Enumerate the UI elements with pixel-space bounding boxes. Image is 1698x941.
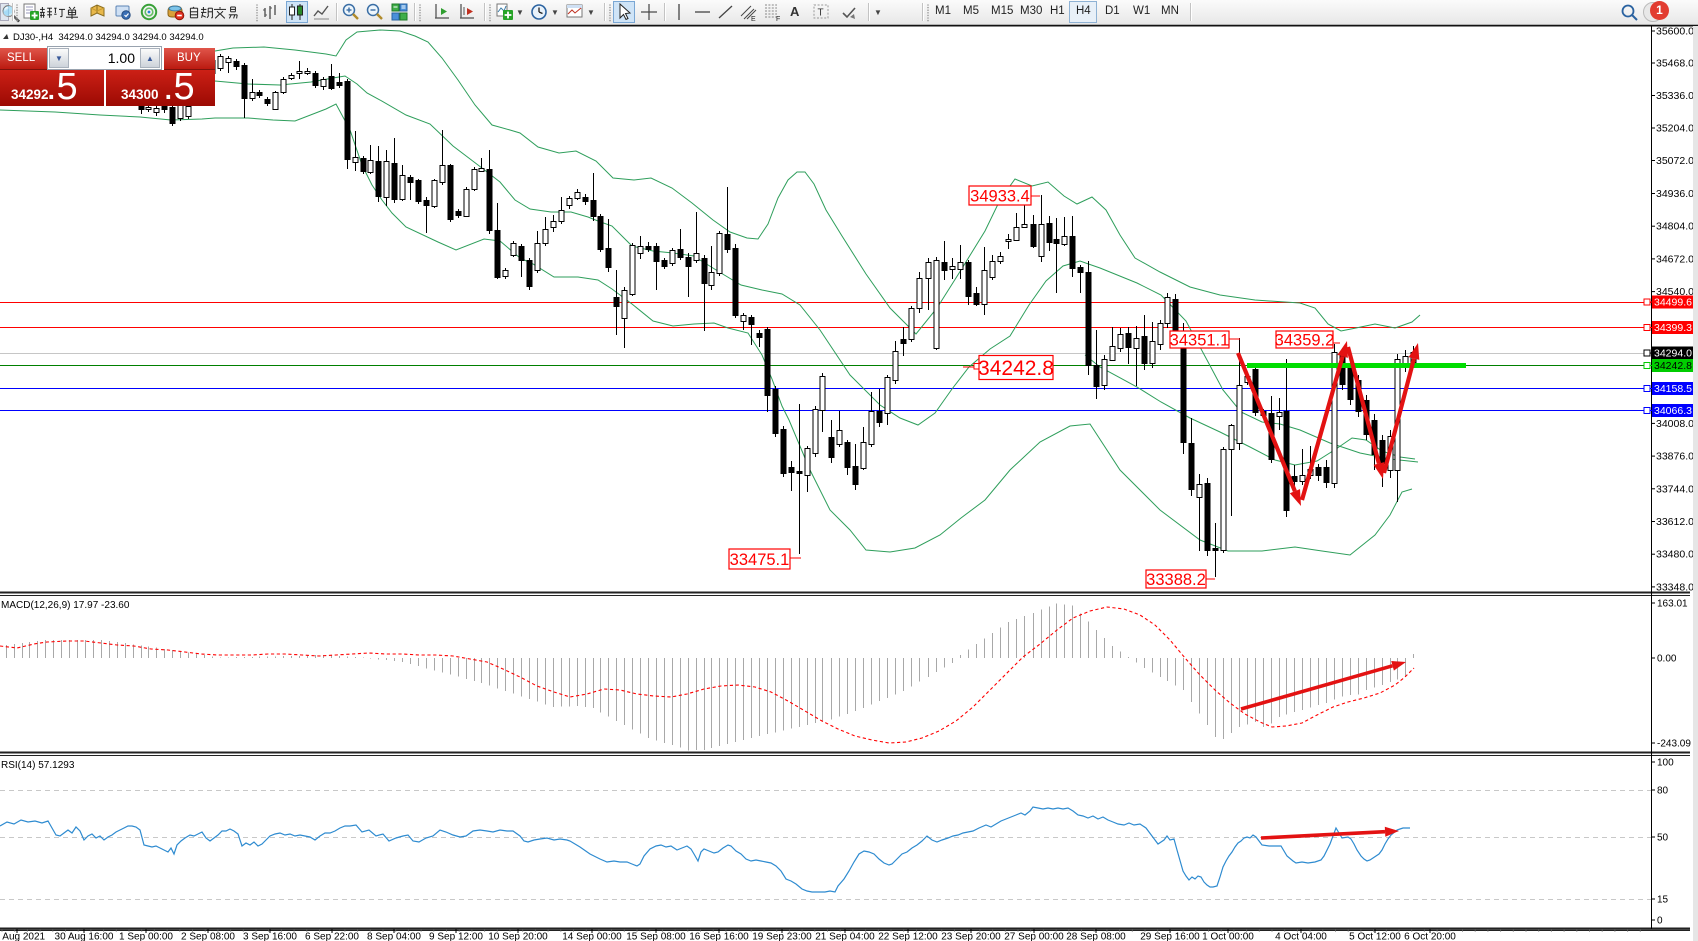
svg-text:33876.0: 33876.0: [1656, 451, 1694, 463]
svg-text:33475.1: 33475.1: [730, 551, 790, 569]
svg-text:1 Oct 00:00: 1 Oct 00:00: [1202, 932, 1254, 941]
svg-text:T: T: [818, 8, 824, 19]
svg-text:10 Sep 20:00: 10 Sep 20:00: [488, 932, 548, 941]
svg-text:34672.0: 34672.0: [1656, 253, 1694, 265]
svg-text:100: 100: [1657, 758, 1674, 769]
svg-text:34804.0: 34804.0: [1656, 221, 1694, 233]
svg-text:14 Sep 00:00: 14 Sep 00:00: [562, 932, 622, 941]
svg-text:34066.3: 34066.3: [1654, 405, 1692, 417]
svg-text:2 Sep 08:00: 2 Sep 08:00: [181, 932, 235, 941]
svg-text:21 Sep 04:00: 21 Sep 04:00: [815, 932, 875, 941]
svg-text:33480.0: 33480.0: [1656, 549, 1694, 561]
svg-text:E: E: [751, 16, 756, 23]
svg-text:34540.0: 34540.0: [1656, 286, 1694, 298]
svg-text:34008.0: 34008.0: [1656, 418, 1694, 430]
svg-text:35468.0: 35468.0: [1656, 58, 1694, 70]
svg-text:34399.3: 34399.3: [1654, 322, 1692, 334]
svg-text:34158.5: 34158.5: [1654, 383, 1692, 395]
svg-text:33348.0: 33348.0: [1656, 581, 1694, 593]
svg-text:35204.0: 35204.0: [1656, 123, 1694, 135]
svg-text:5 Oct 12:00: 5 Oct 12:00: [1349, 932, 1401, 941]
svg-text:34242.8: 34242.8: [978, 357, 1054, 380]
svg-text:163.01: 163.01: [1657, 599, 1688, 610]
svg-text:F: F: [776, 16, 780, 23]
svg-text:15 Sep 08:00: 15 Sep 08:00: [626, 932, 686, 941]
svg-text:0: 0: [1657, 916, 1663, 927]
svg-text:4 Oct 04:00: 4 Oct 04:00: [1275, 932, 1327, 941]
svg-text:1 Sep 00:00: 1 Sep 00:00: [119, 932, 173, 941]
svg-text:27 Sep 00:00: 27 Sep 00:00: [1004, 932, 1064, 941]
svg-text:19 Sep 23:00: 19 Sep 23:00: [752, 932, 812, 941]
svg-text:-243.09: -243.09: [1657, 739, 1691, 750]
svg-text:30 Aug 16:00: 30 Aug 16:00: [55, 932, 114, 941]
svg-text:34933.4: 34933.4: [970, 187, 1030, 205]
svg-text:DJ30-,H4 34294.0 34294.0 3429: DJ30-,H4 34294.0 34294.0 34294.0 34294.0: [13, 32, 204, 43]
svg-text:29 Sep 16:00: 29 Sep 16:00: [1140, 932, 1200, 941]
svg-text:34242.8: 34242.8: [1654, 360, 1692, 372]
svg-text:22 Sep 12:00: 22 Sep 12:00: [878, 932, 938, 941]
svg-text:34351.1: 34351.1: [1170, 331, 1230, 349]
svg-text:34359.2: 34359.2: [1275, 331, 1335, 349]
svg-text:0.00: 0.00: [1657, 654, 1677, 665]
svg-text:34936.0: 34936.0: [1656, 188, 1694, 200]
svg-text:RSI(14) 57.1293: RSI(14) 57.1293: [1, 760, 75, 771]
svg-text:35600.0: 35600.0: [1656, 26, 1694, 38]
svg-text:27 Aug 2021: 27 Aug 2021: [0, 932, 46, 941]
svg-text:8 Sep 04:00: 8 Sep 04:00: [367, 932, 421, 941]
svg-text:34294.0: 34294.0: [1654, 348, 1692, 360]
svg-text:34499.6: 34499.6: [1654, 297, 1692, 309]
svg-text:23 Sep 20:00: 23 Sep 20:00: [941, 932, 1001, 941]
svg-text:28 Sep 08:00: 28 Sep 08:00: [1066, 932, 1126, 941]
svg-text:80: 80: [1657, 786, 1669, 797]
svg-text:15: 15: [1657, 895, 1669, 906]
svg-text:33744.0: 33744.0: [1656, 483, 1694, 495]
svg-text:3 Sep 16:00: 3 Sep 16:00: [243, 932, 297, 941]
svg-text:35336.0: 35336.0: [1656, 90, 1694, 102]
svg-text:33388.2: 33388.2: [1146, 571, 1206, 589]
svg-text:33612.0: 33612.0: [1656, 516, 1694, 528]
svg-text:6 Oct 20:00: 6 Oct 20:00: [1404, 932, 1456, 941]
svg-text:16 Sep 16:00: 16 Sep 16:00: [689, 932, 749, 941]
svg-text:9 Sep 12:00: 9 Sep 12:00: [429, 932, 483, 941]
svg-text:50: 50: [1657, 833, 1669, 844]
svg-text:MACD(12,26,9) 17.97 -23.60: MACD(12,26,9) 17.97 -23.60: [1, 600, 130, 611]
svg-text:35072.0: 35072.0: [1656, 155, 1694, 167]
svg-text:6 Sep 22:00: 6 Sep 22:00: [305, 932, 359, 941]
